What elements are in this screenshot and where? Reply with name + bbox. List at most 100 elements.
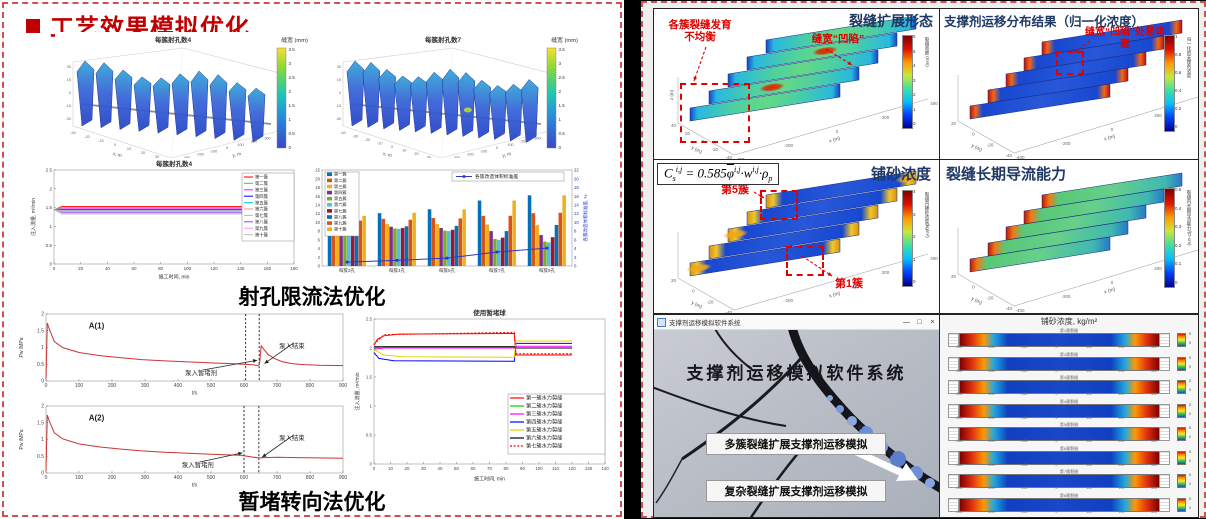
x-tick: 300 [1151, 509, 1157, 514]
x-tick: -100 [1020, 486, 1028, 490]
svg-text:6: 6 [574, 237, 577, 242]
svg-text:3: 3 [289, 61, 292, 66]
svg-text:140: 140 [237, 266, 245, 271]
right-slide: 裂缝扩展形态 各簇裂缝发育不均衡 缝宽“凹陷” -400-20002004004… [641, 1, 1206, 518]
svg-text:100: 100 [75, 475, 84, 481]
svg-text:40: 40 [438, 466, 443, 471]
x-tick: 200 [1118, 392, 1125, 396]
svg-text:-20: -20 [711, 147, 718, 152]
x-tick: -100 [1020, 392, 1028, 396]
formula-lhs-sup: i,j [675, 165, 683, 174]
mini-colorbar-min: 0 [1189, 482, 1191, 486]
svg-text:y (m): y (m) [690, 300, 703, 311]
z-axis-frame [1159, 380, 1170, 394]
svg-text:2: 2 [574, 255, 577, 260]
minimize-button[interactable]: — [903, 318, 910, 326]
mini-colorbar-min: 0 [1189, 341, 1191, 345]
svg-text:300: 300 [141, 475, 150, 481]
colorbar-tick: 1 [913, 106, 916, 112]
z-axis-frame [1159, 403, 1170, 418]
svg-text:600: 600 [240, 475, 249, 481]
svg-text:-400: -400 [1015, 308, 1025, 313]
x-tick: -200 [987, 368, 996, 373]
colorbar-tick: 0.6 [1175, 70, 1182, 75]
panel-sand-conc-stack: 铺砂浓度, kg/m² 第1簇裂缝 5 0 -300 -200 -100 0 100 200 30… [939, 314, 1199, 518]
annotation-cluster1: 第1簇 [834, 278, 864, 290]
svg-text:t/s: t/s [192, 483, 198, 489]
formula-w: w [743, 165, 753, 181]
x-tick: -100 [1020, 509, 1028, 514]
svg-text:2: 2 [289, 89, 292, 94]
x-tick: 100 [1086, 345, 1092, 349]
svg-text:y, m: y, m [232, 152, 242, 159]
z-axis-frame [1159, 450, 1170, 465]
svg-text:30: 30 [337, 65, 341, 69]
close-button[interactable]: × [930, 318, 935, 326]
complex-frac-sim-button[interactable]: 复杂裂缝扩展支撑剂运移模拟 [706, 480, 886, 502]
svg-text:第五簇: 第五簇 [334, 195, 347, 202]
x-tick: 100 [1086, 392, 1092, 396]
colorbar-tick: 6 [913, 34, 916, 39]
x-tick: 0 [1055, 462, 1058, 467]
x-tick: 100 [1086, 509, 1092, 514]
svg-text:每簇射孔数4: 每簇射孔数4 [155, 35, 192, 44]
x-tick: 300 [1151, 415, 1157, 420]
svg-text:700: 700 [273, 383, 282, 389]
svg-text:第二簇: 第二簇 [334, 177, 347, 184]
stack-title: 铺砂浓度, kg/m² [1040, 317, 1098, 326]
panel-title: 铺砂浓度 [870, 166, 931, 183]
x-tick: -300 [955, 462, 963, 467]
x-tick: -200 [987, 486, 996, 490]
svg-text:第三簇水力裂缝: 第三簇水力裂缝 [526, 410, 562, 418]
svg-text:各簇改造体积标准差, %: 各簇改造体积标准差, % [582, 194, 589, 241]
panel-proppant-dist: 支撑剂运移分布结果（归一化浓度） 缝宽“凹陷”处易堵塞 -400 -200 0 200… [939, 8, 1199, 160]
svg-text:0: 0 [836, 284, 839, 289]
svg-text:Pw /MPa: Pw /MPa [19, 337, 25, 357]
svg-text:120: 120 [568, 466, 576, 471]
sand-map-row: 第6簇裂缝 5 0 -300 -200 -100 0 100 200 300 [944, 446, 1194, 468]
svg-text:80: 80 [158, 266, 164, 271]
svg-text:1.5: 1.5 [559, 103, 566, 108]
svg-text:-200: -200 [784, 298, 794, 303]
caption-diversion: 暂堵转向法优化 [238, 491, 386, 514]
svg-text:2.5: 2.5 [46, 168, 53, 173]
z-axis-frame [948, 474, 959, 488]
svg-text:y (m): y (m) [690, 145, 703, 156]
colorbar-frac-width: 6 5 4 3 2 1 0 裂缝宽度 (mm) [902, 34, 936, 129]
svg-text:第九簇: 第九簇 [255, 225, 269, 232]
svg-text:0: 0 [49, 262, 52, 267]
highlight-rect [786, 246, 824, 276]
svg-text:0: 0 [391, 145, 393, 149]
x-tick: -200 [987, 439, 996, 443]
svg-text:400: 400 [930, 256, 938, 261]
panel-sand-conc: Csi,j = 0.585φi,j·wi,j·ρp 铺砂浓度 第5簇 第1簇 -… [653, 159, 940, 314]
x-tick: 0 [1055, 415, 1058, 420]
colorbar-tick: 1 [1175, 34, 1178, 39]
svg-text:1: 1 [41, 345, 44, 351]
svg-text:第七簇: 第七簇 [334, 207, 347, 214]
x-tick: 300 [1151, 462, 1157, 467]
x-tick: 100 [1086, 368, 1092, 373]
svg-text:12: 12 [574, 211, 579, 216]
x-tick: 0 [1055, 368, 1058, 373]
svg-text:12: 12 [315, 211, 320, 216]
svg-text:200: 200 [1154, 113, 1162, 118]
svg-text:-10: -10 [98, 139, 104, 143]
maximize-button[interactable]: □ [917, 318, 922, 326]
svg-text:1.5: 1.5 [37, 420, 44, 426]
svg-text:-15: -15 [336, 104, 342, 108]
svg-text:40: 40 [671, 123, 677, 128]
svg-text:每簇射孔数7: 每簇射孔数7 [425, 35, 462, 44]
sand-map-row-label: 第5簇裂缝 [1059, 422, 1079, 427]
svg-text:90: 90 [520, 466, 525, 471]
svg-text:0: 0 [836, 129, 839, 134]
colorbar-tick: 3 [913, 211, 916, 217]
highlight-rect [760, 190, 798, 220]
svg-text:0.5: 0.5 [46, 243, 53, 248]
multi-cluster-sim-button[interactable]: 多簇裂缝扩展支撑剂运移模拟 [706, 433, 886, 455]
svg-text:x, m: x, m [112, 152, 122, 159]
